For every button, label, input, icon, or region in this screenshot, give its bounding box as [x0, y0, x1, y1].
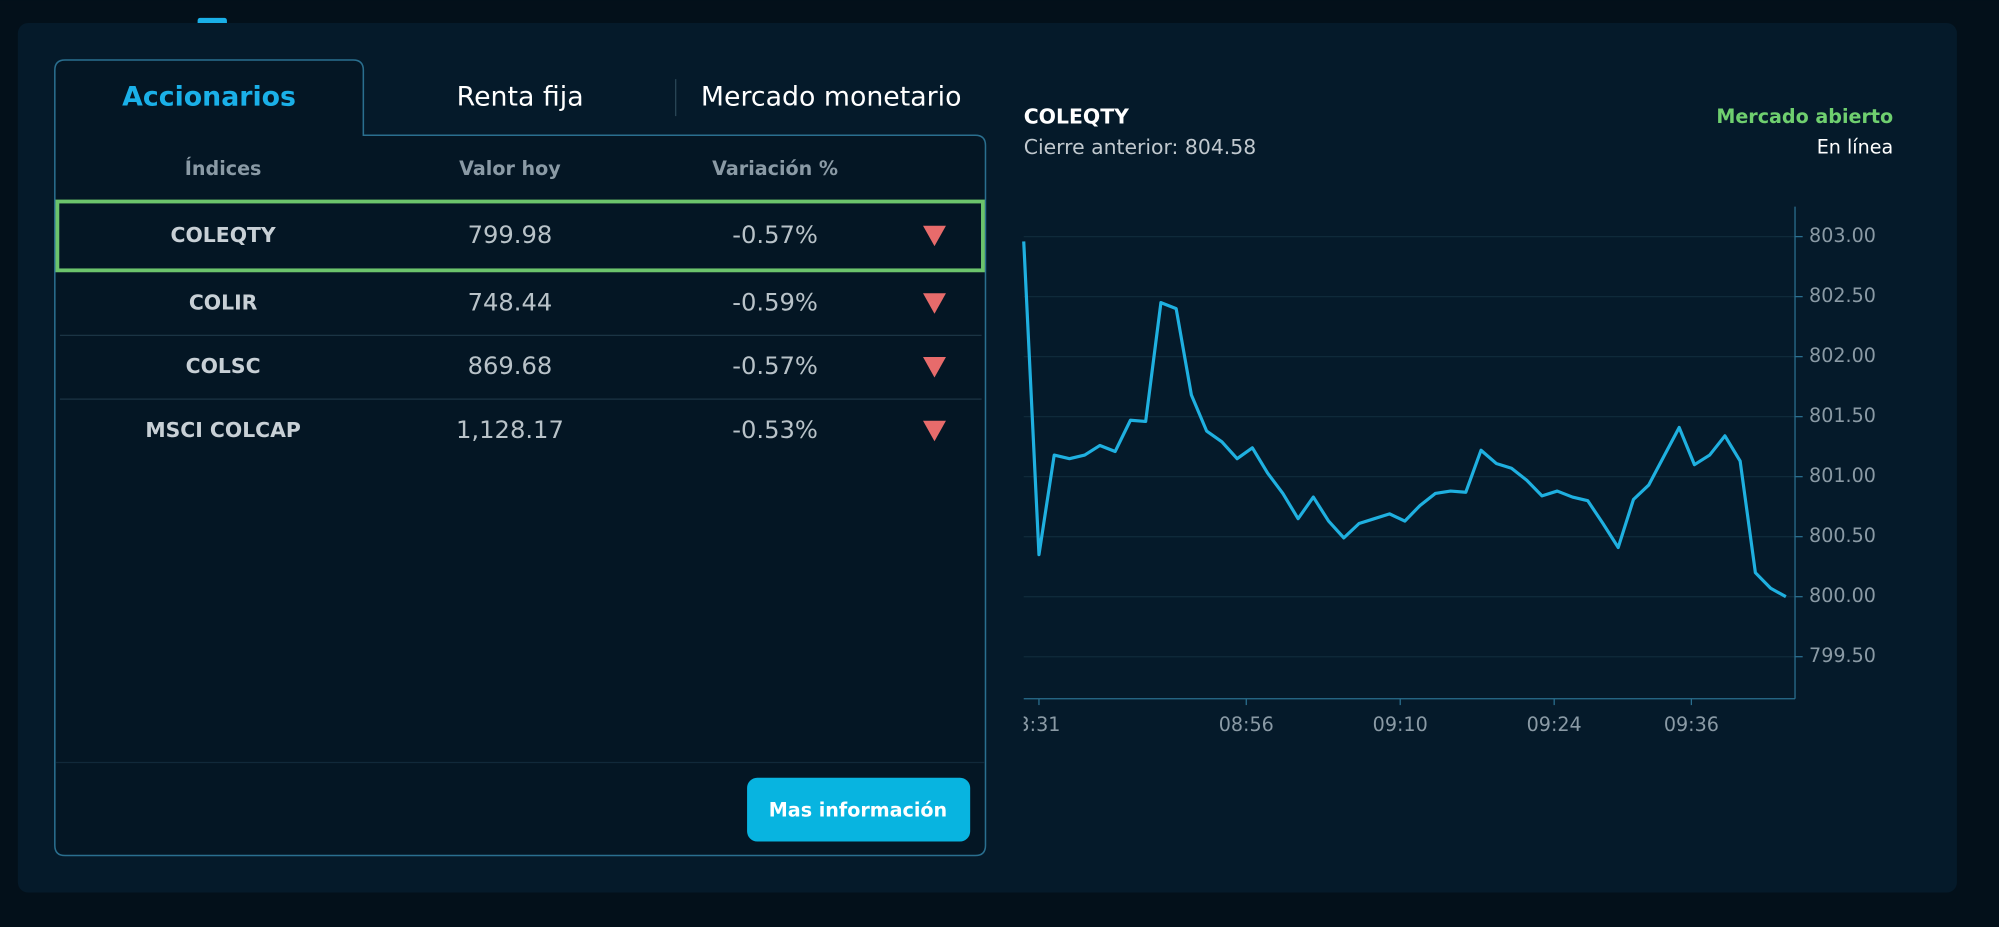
y-tick-label: 801.00: [1809, 464, 1876, 487]
y-tick-label: 803.00: [1809, 224, 1876, 247]
connection-status: En línea: [1817, 135, 1893, 158]
x-tick-label: 08:56: [1219, 713, 1274, 736]
down-arrow: [923, 420, 946, 442]
chart-subtitle: Cierre anterior: 804.58: [1024, 135, 1256, 159]
index-name: COLIR: [189, 291, 258, 315]
selected-row: [55, 199, 985, 273]
index-variation: -0.57%: [732, 352, 818, 380]
index-value: 799.98: [468, 221, 553, 249]
tab[interactable]: Renta fija: [457, 82, 584, 113]
index-variation: -0.57%: [732, 221, 818, 249]
index-variation: -0.59%: [732, 289, 818, 317]
index-variation: -0.53%: [732, 416, 818, 444]
table-rows: COLEQTY 799.98 -0.57% COLIR 748.44 -0.59% COLS…: [145, 221, 946, 444]
market-status: Mercado abierto: [1716, 105, 1893, 128]
x-tick-label: 09:10: [1373, 713, 1428, 736]
index-value: 1,128.17: [456, 416, 564, 444]
index-value: 869.68: [468, 352, 553, 380]
y-tick-label: 802.00: [1809, 344, 1876, 367]
index-name: COLEQTY: [171, 223, 276, 247]
more-info-button[interactable]: [747, 777, 971, 842]
button-label[interactable]: Mas información: [769, 798, 947, 821]
price-line: [1022, 241, 1787, 599]
index-name: MSCI COLCAP: [145, 418, 301, 442]
column-header: Variación %: [712, 157, 838, 180]
y-tick-label: 801.50: [1809, 404, 1876, 427]
column-header: Índices: [185, 157, 262, 180]
down-arrow: [923, 225, 946, 247]
chart-title: COLEQTY: [1024, 104, 1129, 128]
y-tick-label: 799.50: [1809, 644, 1876, 667]
table-card: [54, 59, 987, 857]
y-tick-label: 802.50: [1809, 284, 1876, 307]
tab-active[interactable]: Accionarios: [122, 82, 296, 113]
x-tick-label: 09:36: [1664, 713, 1719, 736]
index-value: 748.44: [468, 289, 553, 317]
y-tick-label: 800.00: [1809, 584, 1876, 607]
tab[interactable]: Mercado monetario: [701, 82, 962, 113]
index-name: COLSC: [186, 354, 261, 378]
y-tick-label: 800.50: [1809, 524, 1876, 547]
x-tick-label: 3:31: [1018, 713, 1061, 736]
column-header: Valor hoy: [459, 157, 561, 180]
down-arrow: [923, 293, 946, 314]
chart: 799.50 800.00 800.50 801.00 801.50 802.00 802.…: [1018, 206, 1876, 736]
x-tick-label: 09:24: [1527, 713, 1582, 736]
down-arrow: [923, 357, 946, 378]
